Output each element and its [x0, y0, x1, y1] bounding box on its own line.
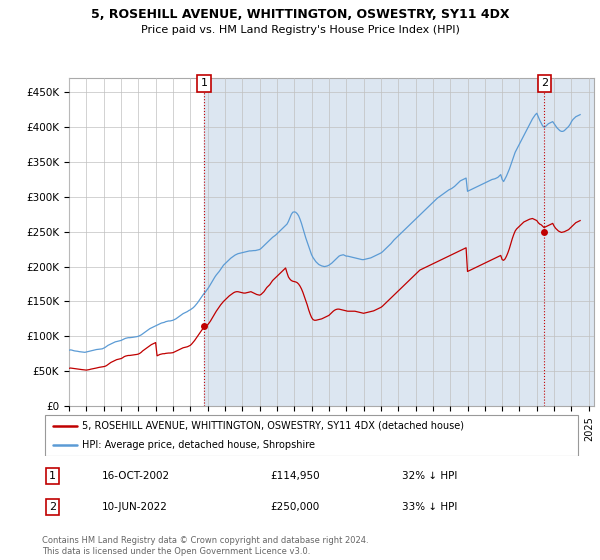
Text: 2: 2 — [49, 502, 56, 512]
Bar — [204, 78, 600, 406]
Text: 1: 1 — [200, 78, 208, 88]
Text: 5, ROSEHILL AVENUE, WHITTINGTON, OSWESTRY, SY11 4DX (detached house): 5, ROSEHILL AVENUE, WHITTINGTON, OSWESTR… — [83, 421, 464, 431]
Text: 32% ↓ HPI: 32% ↓ HPI — [402, 471, 457, 481]
Text: 33% ↓ HPI: 33% ↓ HPI — [402, 502, 457, 512]
Text: Contains HM Land Registry data © Crown copyright and database right 2024.
This d: Contains HM Land Registry data © Crown c… — [42, 536, 368, 556]
Text: 5, ROSEHILL AVENUE, WHITTINGTON, OSWESTRY, SY11 4DX: 5, ROSEHILL AVENUE, WHITTINGTON, OSWESTR… — [91, 8, 509, 21]
Text: 1: 1 — [49, 471, 56, 481]
Text: £114,950: £114,950 — [270, 471, 320, 481]
Text: HPI: Average price, detached house, Shropshire: HPI: Average price, detached house, Shro… — [83, 440, 316, 450]
Text: 16-OCT-2002: 16-OCT-2002 — [102, 471, 170, 481]
Text: 2: 2 — [541, 78, 548, 88]
Text: Price paid vs. HM Land Registry's House Price Index (HPI): Price paid vs. HM Land Registry's House … — [140, 25, 460, 35]
Text: £250,000: £250,000 — [270, 502, 319, 512]
FancyBboxPatch shape — [45, 416, 578, 456]
Text: 10-JUN-2022: 10-JUN-2022 — [102, 502, 168, 512]
